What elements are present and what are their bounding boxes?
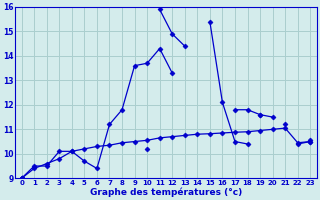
X-axis label: Graphe des températures (°c): Graphe des températures (°c) <box>90 187 242 197</box>
